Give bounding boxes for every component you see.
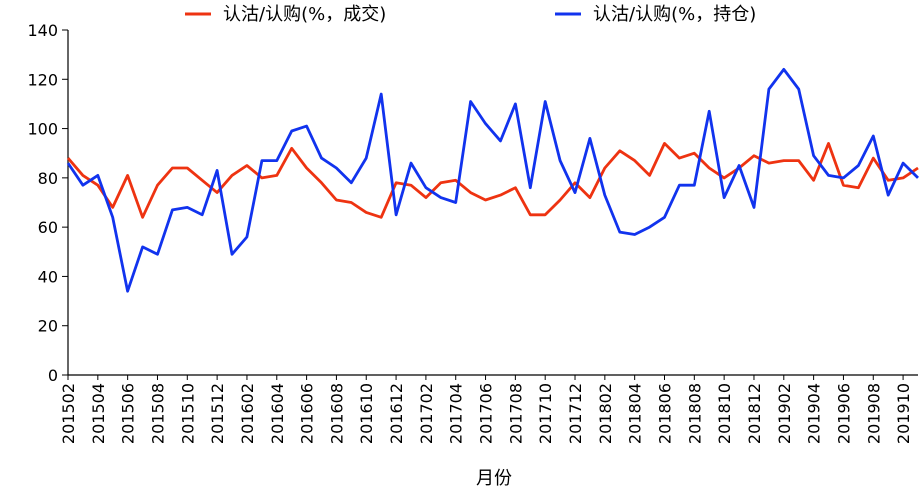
x-tick-label: 201806 — [655, 383, 674, 444]
x-tick-label: 201610 — [357, 383, 376, 444]
x-tick-label: 201708 — [506, 383, 525, 444]
x-tick-label: 201812 — [745, 383, 764, 444]
x-tick-label: 201910 — [894, 383, 913, 444]
x-tick-label: 201804 — [626, 383, 645, 444]
x-axis-ticks: 201502 201504 201506 201508 201510 201512 2016… — [59, 375, 913, 444]
x-tick-label: 201604 — [268, 383, 287, 444]
x-tick-label: 201712 — [566, 383, 585, 444]
x-tick-label: 201706 — [477, 383, 496, 444]
x-tick-label: 201602 — [238, 383, 257, 444]
x-tick-label: 201710 — [536, 383, 555, 444]
x-tick-label: 201904 — [805, 383, 824, 444]
x-tick-label: 201606 — [298, 383, 317, 444]
series-line-2 — [66, 68, 919, 293]
y-tick-label: 80 — [38, 169, 58, 188]
legend-label-1: 认沽/认购(%，成交) — [223, 4, 386, 25]
y-tick-label: 0 — [48, 366, 58, 385]
y-axis-ticks: 0 20 40 60 80 100 120 140 — [27, 21, 68, 385]
x-tick-label: 201608 — [327, 383, 346, 444]
y-tick-label: 60 — [38, 218, 58, 237]
chart-axes — [67, 30, 918, 376]
x-tick-label: 201506 — [119, 383, 138, 444]
x-axis-title: 月份 — [476, 468, 512, 489]
x-tick-label: 201510 — [178, 383, 197, 444]
x-tick-label: 201902 — [775, 383, 794, 444]
y-tick-label: 20 — [38, 317, 58, 336]
x-tick-label: 201908 — [864, 383, 883, 444]
x-tick-label: 201704 — [447, 383, 466, 444]
x-tick-label: 201906 — [834, 383, 853, 444]
x-tick-label: 201702 — [417, 383, 436, 444]
y-tick-label: 120 — [27, 70, 58, 89]
y-tick-label: 100 — [27, 120, 58, 139]
x-tick-label: 201508 — [148, 383, 167, 444]
x-tick-label: 201504 — [89, 383, 108, 444]
y-tick-label: 140 — [27, 21, 58, 40]
x-tick-label: 201512 — [208, 383, 227, 444]
series-line-1 — [66, 141, 919, 219]
x-tick-label: 201612 — [387, 383, 406, 444]
legend-label-2: 认沽/认购(%，持仓) — [593, 4, 756, 25]
legend: 认沽/认购(%，成交) 认沽/认购(%，持仓) — [185, 4, 756, 25]
y-tick-label: 40 — [38, 267, 58, 286]
series-lines — [66, 68, 919, 293]
x-tick-label: 201810 — [715, 383, 734, 444]
x-tick-label: 201502 — [59, 383, 78, 444]
x-tick-label: 201808 — [685, 383, 704, 444]
x-tick-label: 201802 — [596, 383, 615, 444]
